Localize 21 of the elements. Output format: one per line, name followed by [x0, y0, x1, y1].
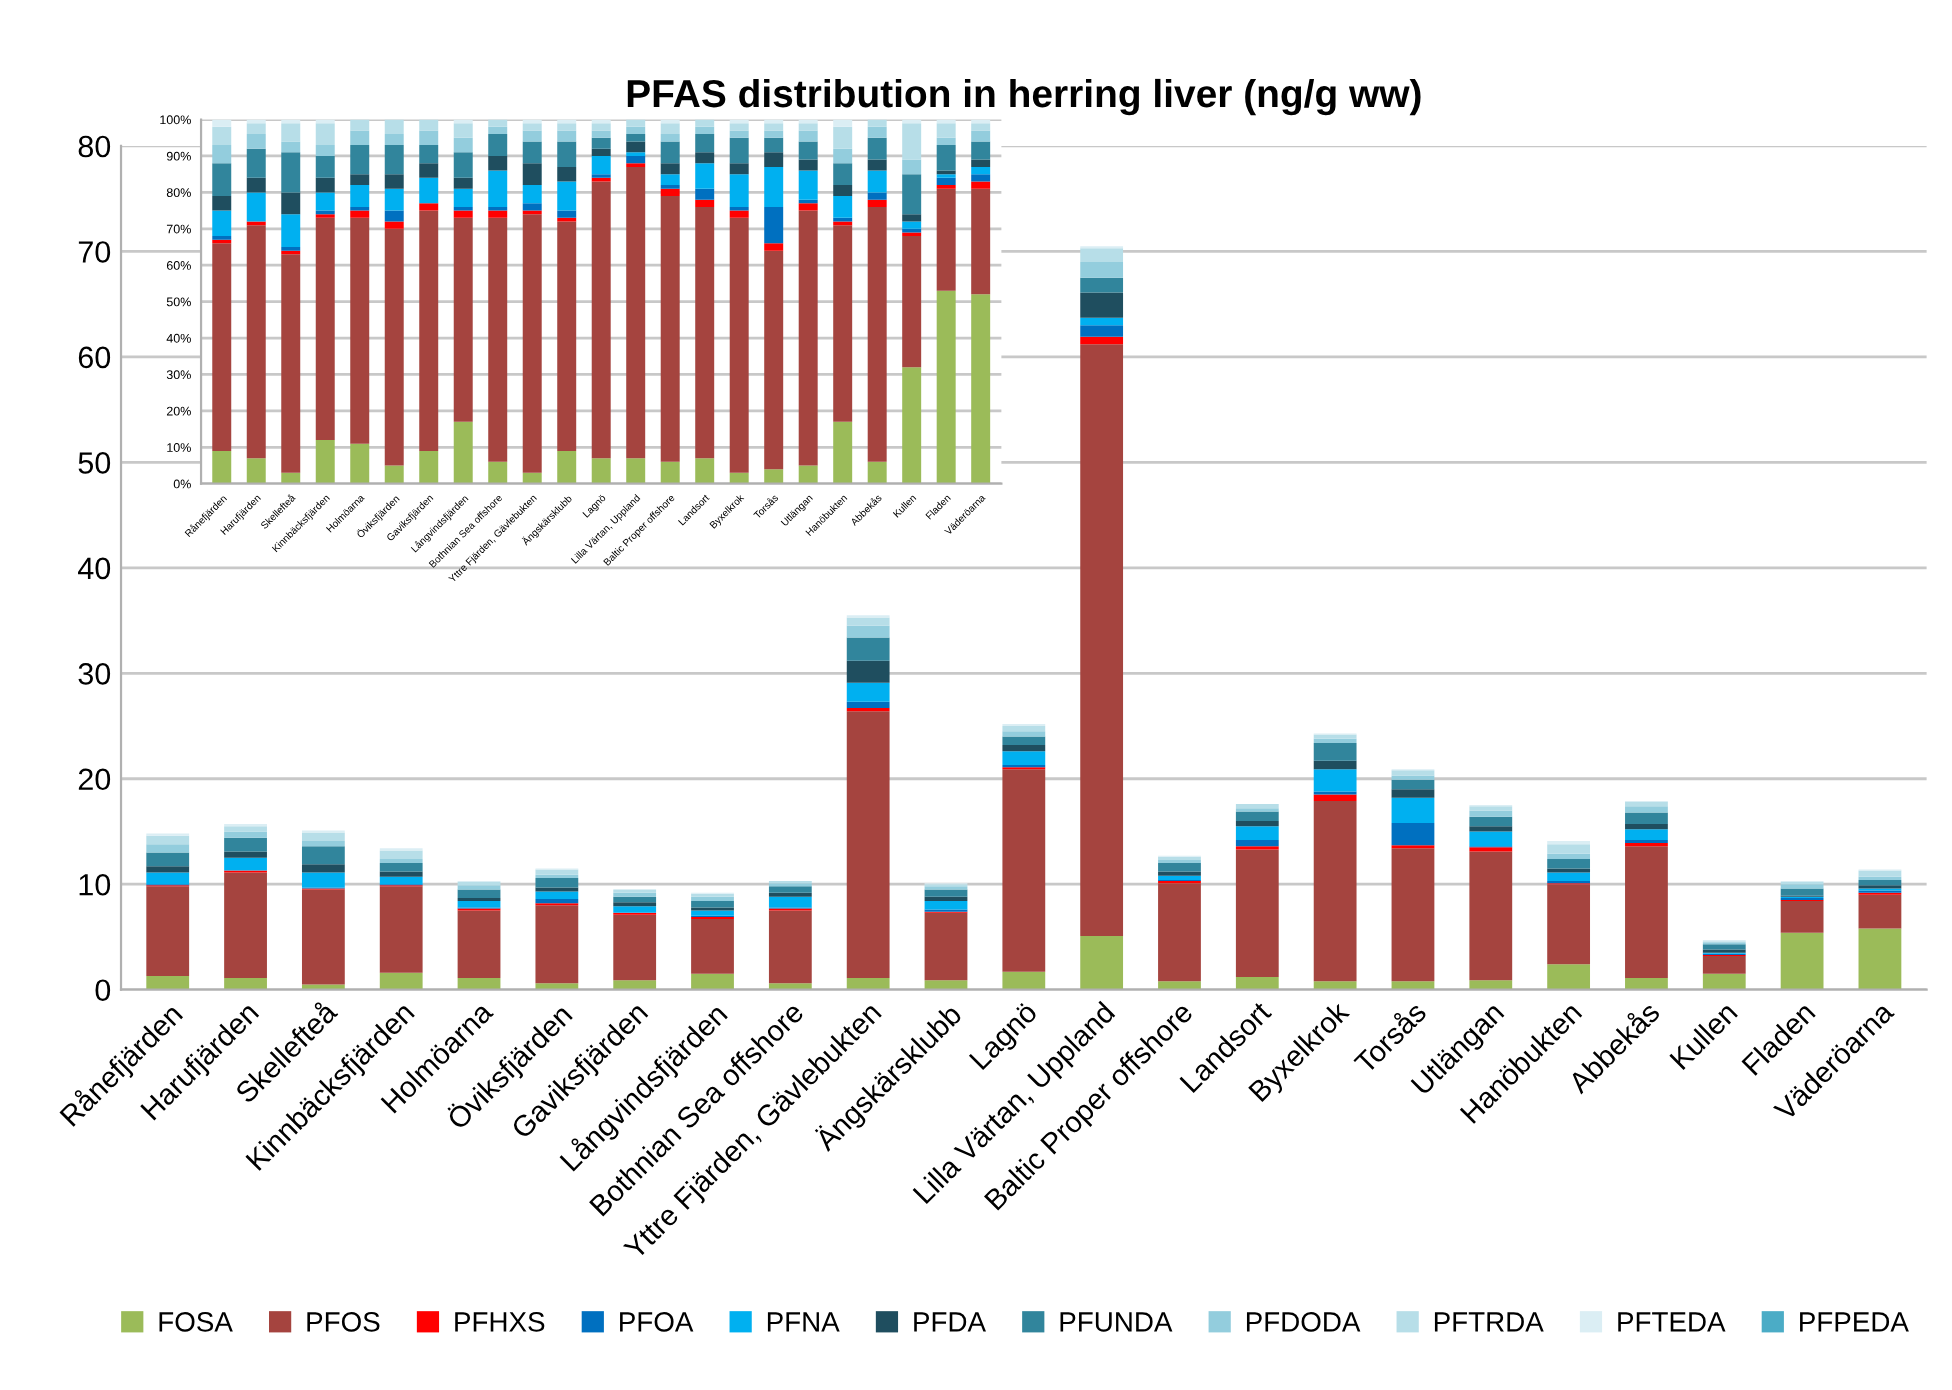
- legend-label: PFTRDA: [1434, 1312, 1544, 1332]
- legend-label: PFPEDA: [1800, 1312, 1909, 1332]
- legend-label: PFTEDA: [1618, 1312, 1726, 1332]
- legend-label: PFUNDA: [1060, 1312, 1173, 1332]
- y-tick-label: 10: [79, 873, 111, 896]
- legend-label: PFHXS: [455, 1312, 545, 1332]
- y-tick-label: 30: [78, 663, 111, 685]
- legend-label: PFOA: [620, 1312, 694, 1332]
- y-tick-label: 20: [78, 768, 111, 791]
- y-tick-label: 80: [78, 135, 111, 158]
- y-tick-label: 40: [78, 557, 111, 580]
- legend-label: FOSA: [159, 1312, 233, 1332]
- chart-title: PFAS distribution in herring liver (ng/g ww): [627, 78, 1421, 116]
- legend-label: PFDA: [914, 1312, 986, 1332]
- legend-label: PFNA: [767, 1312, 840, 1332]
- y-tick-label: 50: [78, 452, 111, 474]
- y-tick-label: 70: [78, 241, 111, 263]
- legend-label: PFOS: [307, 1312, 380, 1332]
- y-tick-label: 0: [95, 979, 111, 1002]
- legend-label: PFDODA: [1246, 1312, 1361, 1332]
- y-tick-label: 60: [78, 346, 111, 369]
